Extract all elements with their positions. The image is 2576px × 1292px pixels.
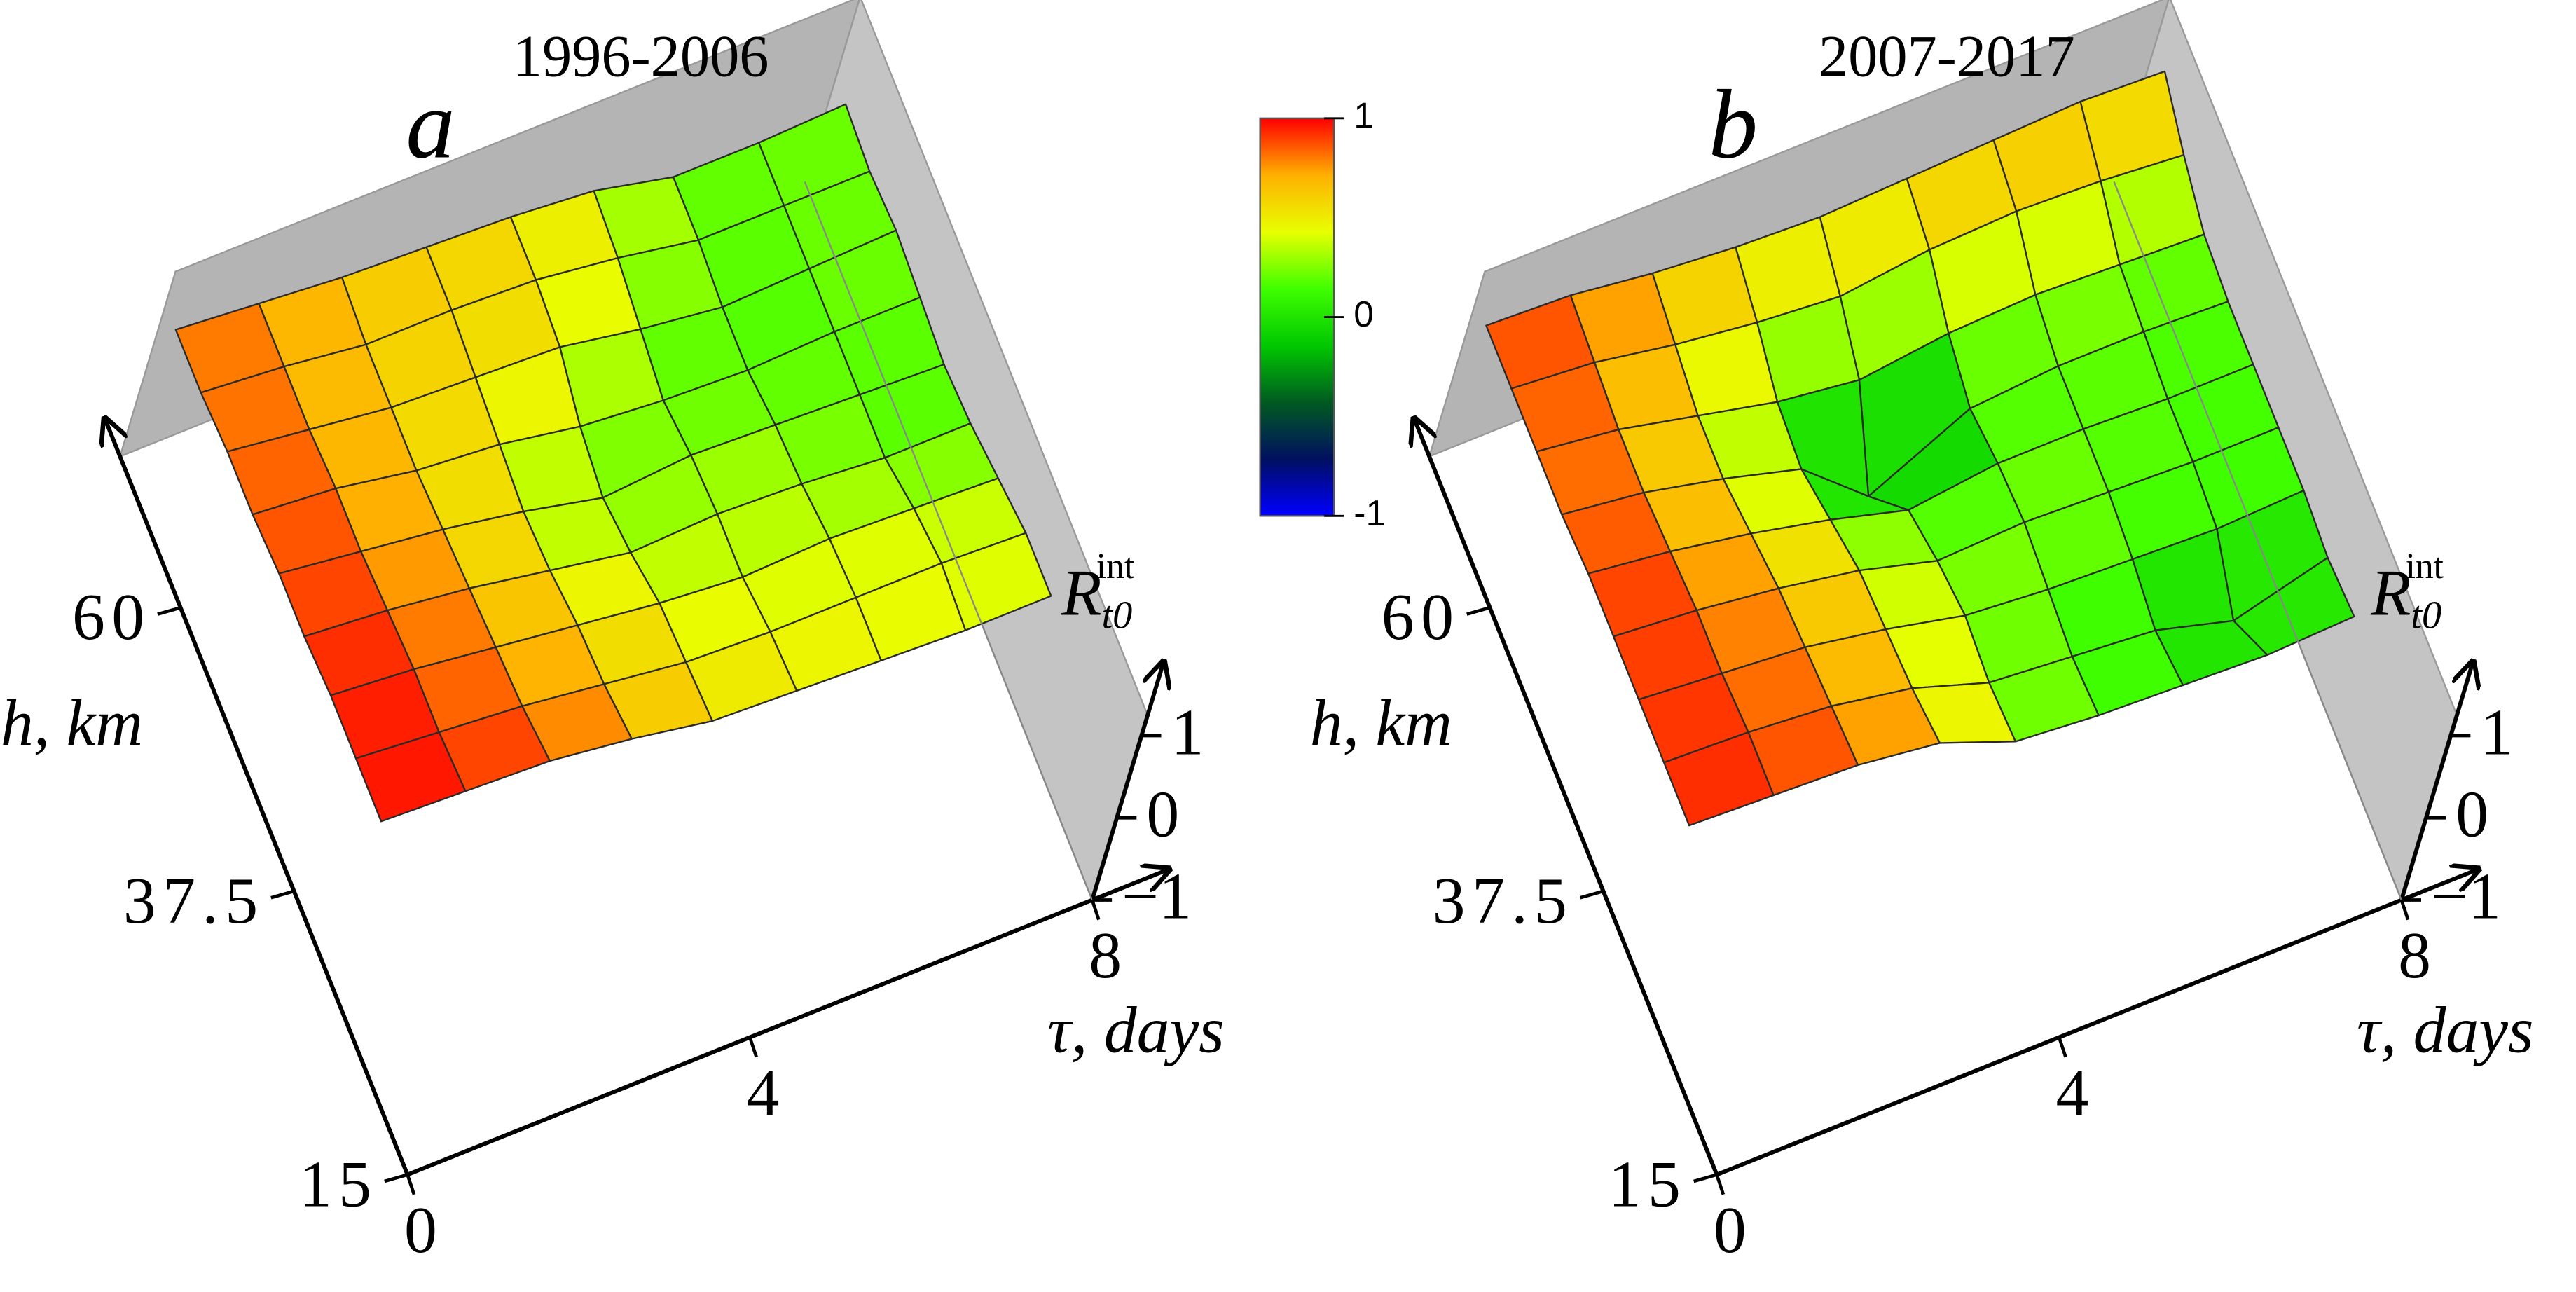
- x-tick: [748, 1036, 758, 1058]
- z-axis-label: Rt0 int: [2370, 547, 2444, 637]
- z-tick-label: 1: [2480, 696, 2513, 769]
- y-tick-label: 37.5: [1433, 865, 1574, 937]
- x-tick-label: 4: [747, 1057, 780, 1129]
- y-axis-label: h, km: [1310, 687, 1452, 760]
- x-tick-label: 8: [2398, 919, 2431, 992]
- x-axis-label: τ, days: [1047, 994, 1224, 1067]
- x-axis-label: τ, days: [2357, 994, 2533, 1067]
- z-tick-label: 0: [1146, 778, 1179, 851]
- floor-edge: [804, 181, 1094, 900]
- y-tick-label: 15: [299, 1148, 378, 1221]
- x-tick-label: 0: [404, 1194, 437, 1267]
- z-label-sup: int: [1096, 547, 1135, 586]
- x-tick: [2399, 899, 2410, 921]
- y-tick: [1580, 889, 1604, 900]
- panel-letter: a: [406, 71, 455, 179]
- x-tick: [406, 1174, 416, 1195]
- z-label-sub: t0: [2411, 593, 2441, 637]
- z-tick-label: −1: [1122, 860, 1192, 933]
- colorbar-tick-label: 1: [1354, 95, 1374, 135]
- x-tick-label: 8: [1089, 919, 1122, 992]
- y-axis: [105, 418, 410, 1176]
- y-tick-label: 60: [72, 581, 151, 654]
- y-axis: [1414, 418, 1719, 1176]
- y-tick: [1693, 1173, 1718, 1183]
- x-tick-label: 0: [1714, 1194, 1747, 1267]
- surface-cell: [1662, 731, 1775, 827]
- x-tick: [1715, 1174, 1726, 1195]
- z-label-main: R: [2370, 556, 2411, 629]
- panel-title: 1996-2006: [513, 24, 769, 89]
- y-axis-label: h, km: [1, 687, 143, 760]
- z-label-main: R: [1061, 556, 1101, 629]
- z-axis: [1090, 662, 1164, 901]
- panel-letter: b: [1709, 71, 1758, 179]
- x-tick: [2057, 1036, 2067, 1058]
- colorbar-tick-label: -1: [1354, 493, 1386, 533]
- y-tick-label: 60: [1382, 581, 1461, 654]
- x-axis: [406, 869, 1169, 1177]
- panel: 0 4 8 15 37.5 60 −1 0 1 τ, days h, km Rt0 int 2007-20…: [1310, 0, 2533, 1267]
- x-tick-label: 4: [2055, 1057, 2088, 1129]
- surface-cell: [354, 731, 467, 823]
- z-label-sup: int: [2406, 547, 2444, 586]
- x-axis: [1716, 869, 2479, 1177]
- z-tick-label: −1: [2431, 860, 2501, 933]
- y-tick-label: 37.5: [123, 865, 265, 937]
- x-tick: [1090, 899, 1101, 921]
- y-tick: [384, 1173, 408, 1183]
- z-axis-label: Rt0 int: [1061, 547, 1135, 637]
- y-tick: [1466, 605, 1491, 616]
- z-tick-label: 0: [2456, 778, 2488, 851]
- y-tick-label: 15: [1609, 1148, 1688, 1221]
- y-tick: [157, 605, 181, 616]
- colorbar: [1259, 117, 1335, 517]
- y-tick: [270, 889, 295, 900]
- z-label-sub: t0: [1102, 593, 1133, 637]
- z-axis: [2399, 662, 2473, 901]
- floor-edge: [2113, 181, 2402, 900]
- panel-title: 2007-2017: [1819, 24, 2075, 89]
- z-tick-label: 1: [1171, 696, 1204, 769]
- panel: 0 4 8 15 37.5 60 −1 0 1 τ, days h, km Rt0 int 1996-20…: [1, 0, 1225, 1267]
- colorbar-tick-label: 0: [1354, 294, 1374, 334]
